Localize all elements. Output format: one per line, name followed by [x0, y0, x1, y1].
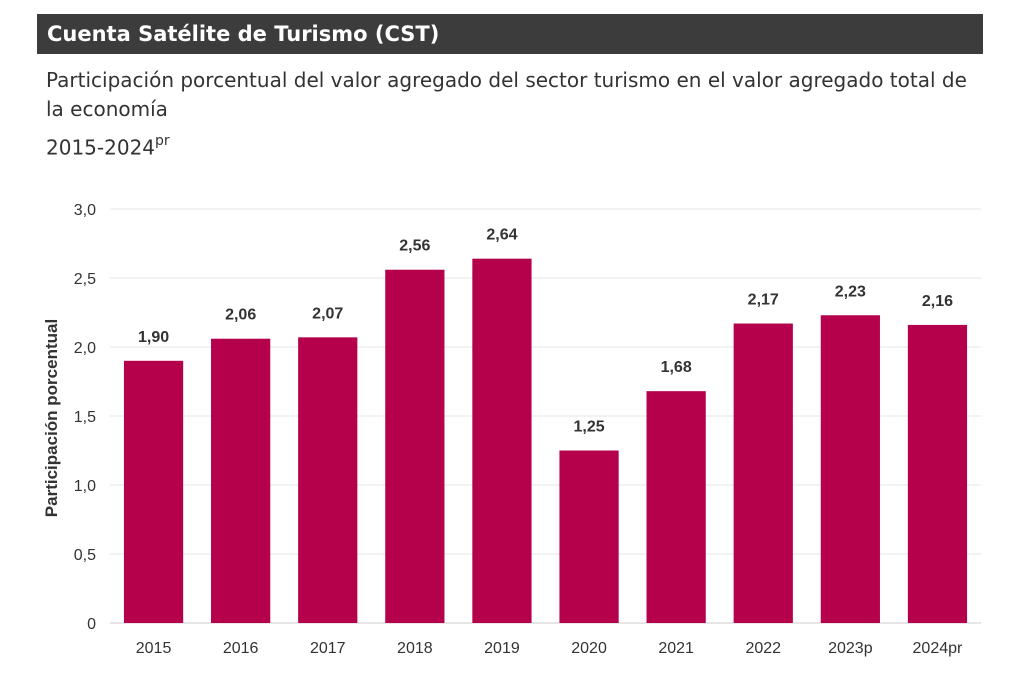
y-tick-label: 1,0	[74, 478, 96, 495]
y-tick-label: 2,5	[74, 271, 96, 288]
data-label: 1,25	[573, 419, 604, 436]
section-header: Cuenta Satélite de Turismo (CST)	[37, 14, 983, 54]
chart-subtitle: Participación porcentual del valor agreg…	[46, 68, 967, 121]
data-label: 1,68	[661, 359, 692, 376]
y-tick-label: 0,5	[74, 547, 96, 564]
data-label: 2,56	[399, 238, 430, 255]
bar	[733, 323, 793, 623]
bar	[559, 450, 619, 623]
period-range: 2015-2024	[46, 135, 156, 160]
x-tick-label: 2018	[397, 640, 433, 657]
x-tick-label: 2023p	[828, 640, 873, 657]
bar	[646, 391, 706, 623]
data-label: 2,17	[748, 292, 779, 309]
x-tick-label: 2020	[571, 640, 607, 657]
x-tick-label: 2017	[310, 640, 346, 657]
data-label: 2,64	[486, 227, 517, 244]
bar	[211, 338, 271, 623]
bar	[820, 315, 880, 623]
y-tick-label: 1,5	[74, 409, 96, 426]
y-axis-label: Participación porcentual	[42, 319, 61, 517]
data-label: 2,23	[835, 283, 866, 300]
x-tick-label: 2021	[658, 640, 694, 657]
section-title: Cuenta Satélite de Turismo (CST)	[47, 22, 440, 46]
bar	[123, 360, 184, 623]
y-tick-label: 3,0	[74, 202, 96, 219]
bar	[472, 258, 532, 623]
data-label: 2,07	[312, 305, 343, 322]
x-tick-label: 2019	[484, 640, 520, 657]
x-tick-label: 2015	[136, 640, 172, 657]
y-tick-label: 0	[87, 616, 96, 633]
bar	[298, 337, 358, 623]
y-tick-label: 2,0	[74, 340, 96, 357]
bar	[907, 324, 968, 623]
data-label: 1,90	[138, 329, 169, 346]
bar	[385, 269, 445, 623]
data-label: 2,06	[225, 307, 256, 324]
x-tick-label: 2024pr	[913, 640, 963, 657]
chart-period: 2015-2024pr	[46, 128, 170, 163]
x-tick-label: 2022	[745, 640, 781, 657]
data-label: 2,16	[922, 293, 953, 310]
x-tick-label: 2016	[223, 640, 259, 657]
period-suffix: pr	[155, 133, 170, 149]
